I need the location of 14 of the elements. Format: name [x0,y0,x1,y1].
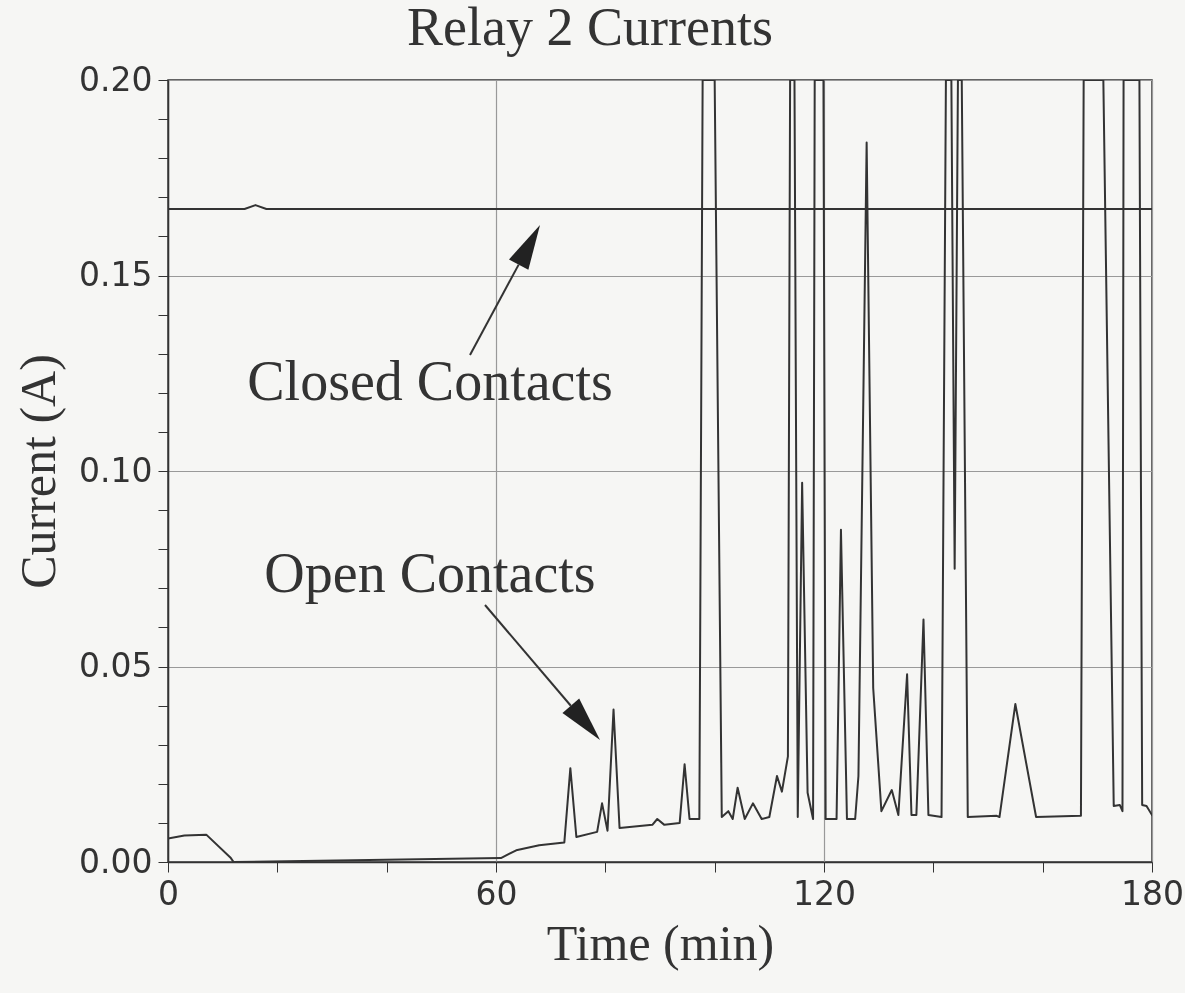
y-tick-label: 0.20 [79,59,153,99]
y-tick-label: 0.00 [79,841,153,881]
x-tick-label: 0 [158,873,179,913]
y-tick-label: 0.15 [79,255,153,294]
annotation: Open Contacts [264,542,596,604]
y-tick-label: 0.05 [79,646,153,685]
y-tick-label: 0.10 [79,450,153,490]
x-tick-label: 60 [475,873,518,913]
x-tick-label: 180 [1121,873,1184,913]
x-axis-title: Time (min) [546,914,775,971]
y-axis-title: Current (A) [10,354,67,589]
chart-title: Relay 2 Currents [407,0,773,57]
x-tick-label: 120 [793,873,856,913]
annotation: Closed Contacts [247,350,613,412]
